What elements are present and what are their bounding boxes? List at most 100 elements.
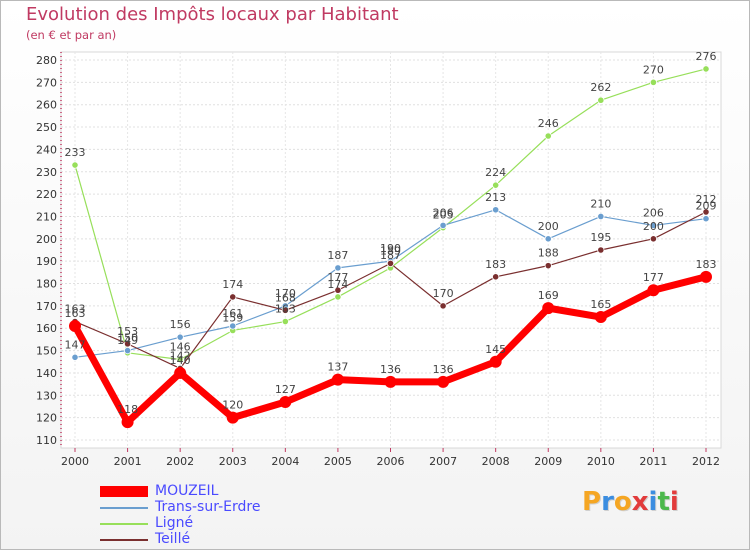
data-label: 212 (696, 193, 717, 206)
data-label: 233 (65, 146, 86, 159)
data-point (334, 293, 342, 301)
data-label: 183 (696, 258, 717, 271)
y-tick-label: 270 (36, 76, 57, 89)
y-tick-label: 120 (36, 412, 57, 425)
proxiti-logo: Proxiti (582, 487, 679, 517)
legend-swatch (100, 523, 148, 525)
data-point (437, 375, 450, 388)
data-point (281, 317, 289, 326)
data-label: 142 (170, 349, 191, 362)
data-point (69, 320, 81, 332)
data-label: 195 (590, 231, 611, 244)
data-point (334, 286, 342, 294)
x-tick-label: 2009 (534, 455, 562, 468)
y-tick-label: 190 (36, 255, 57, 268)
data-label: 205 (433, 209, 454, 222)
y-tick-label: 160 (36, 322, 57, 335)
y-tick-label: 200 (36, 233, 57, 246)
data-point (492, 273, 500, 281)
data-point (331, 373, 344, 386)
data-point (71, 353, 79, 361)
data-label: 163 (65, 303, 86, 316)
data-point (542, 302, 555, 315)
data-label: 156 (170, 318, 191, 331)
data-label: 177 (327, 271, 348, 284)
data-label: 146 (170, 341, 191, 354)
data-point (229, 322, 237, 330)
x-tick-label: 2000 (61, 455, 89, 468)
logo-letter: t (657, 487, 670, 517)
x-tick-label: 2008 (482, 455, 510, 468)
data-label: 200 (538, 220, 559, 233)
data-label: 136 (433, 363, 454, 376)
data-label: 159 (222, 311, 243, 324)
data-label: 262 (590, 81, 611, 94)
x-tick-label: 2011 (639, 455, 667, 468)
data-point (597, 246, 605, 254)
data-label: 163 (275, 303, 296, 316)
data-label: 161 (222, 307, 243, 320)
data-point (649, 235, 658, 243)
x-tick-label: 2003 (219, 455, 247, 468)
data-label: 246 (538, 117, 559, 130)
data-point (71, 161, 79, 169)
data-label: 189 (380, 244, 401, 257)
data-point (489, 355, 502, 368)
x-tick-label: 2006 (377, 455, 405, 468)
data-point (174, 366, 187, 379)
data-label: 187 (380, 249, 401, 262)
data-point (281, 306, 289, 314)
data-label: 170 (433, 287, 454, 300)
data-label: 127 (275, 383, 296, 396)
data-label: 187 (327, 249, 348, 262)
data-point (492, 181, 500, 189)
x-tick-label: 2001 (114, 455, 142, 468)
data-point (123, 346, 132, 355)
y-tick-label: 280 (36, 54, 57, 67)
x-tick-label: 2010 (587, 455, 615, 468)
legend-label: Trans-sur-Erdre (155, 499, 261, 515)
data-point (492, 206, 500, 214)
data-label: 206 (433, 206, 454, 219)
data-label: 209 (696, 200, 717, 213)
data-point (544, 262, 552, 270)
data-point (702, 65, 710, 73)
y-tick-label: 140 (36, 367, 57, 380)
chart-subtitle: (en € et par an) (26, 28, 117, 42)
chart-title: Evolution des Impôts locaux par Habitant (26, 4, 399, 25)
y-tick-label: 180 (36, 278, 57, 291)
data-label: 206 (643, 206, 664, 219)
data-label: 170 (275, 287, 296, 300)
data-point (594, 311, 607, 324)
data-label: 270 (643, 63, 664, 76)
legend-label: MOUZEIL (155, 483, 219, 499)
data-label: 140 (170, 354, 191, 367)
x-tick-label: 2005 (324, 455, 352, 468)
x-tick-label: 2004 (271, 455, 299, 468)
data-label: 150 (117, 332, 138, 345)
data-point (176, 333, 184, 341)
y-tick-label: 210 (36, 210, 57, 223)
data-label: 137 (327, 361, 348, 374)
data-point (700, 270, 712, 283)
data-label: 174 (327, 278, 348, 291)
legend-swatch (100, 486, 148, 497)
logo-letter: i (648, 487, 658, 517)
data-point (544, 235, 552, 243)
data-label: 188 (538, 247, 559, 260)
logo-letter: x (631, 487, 649, 517)
data-point (123, 340, 132, 348)
data-point (649, 221, 658, 230)
data-label: 177 (643, 271, 664, 284)
data-label: 149 (117, 334, 138, 347)
logo-letter: i (669, 487, 679, 517)
y-tick-label: 220 (36, 188, 57, 201)
y-tick-label: 240 (36, 143, 57, 156)
x-tick-label: 2002 (166, 455, 194, 468)
data-point (121, 416, 134, 429)
data-point (702, 215, 710, 223)
data-label: 210 (590, 197, 611, 210)
data-label: 190 (380, 242, 401, 255)
logo-letter: o (613, 487, 632, 517)
